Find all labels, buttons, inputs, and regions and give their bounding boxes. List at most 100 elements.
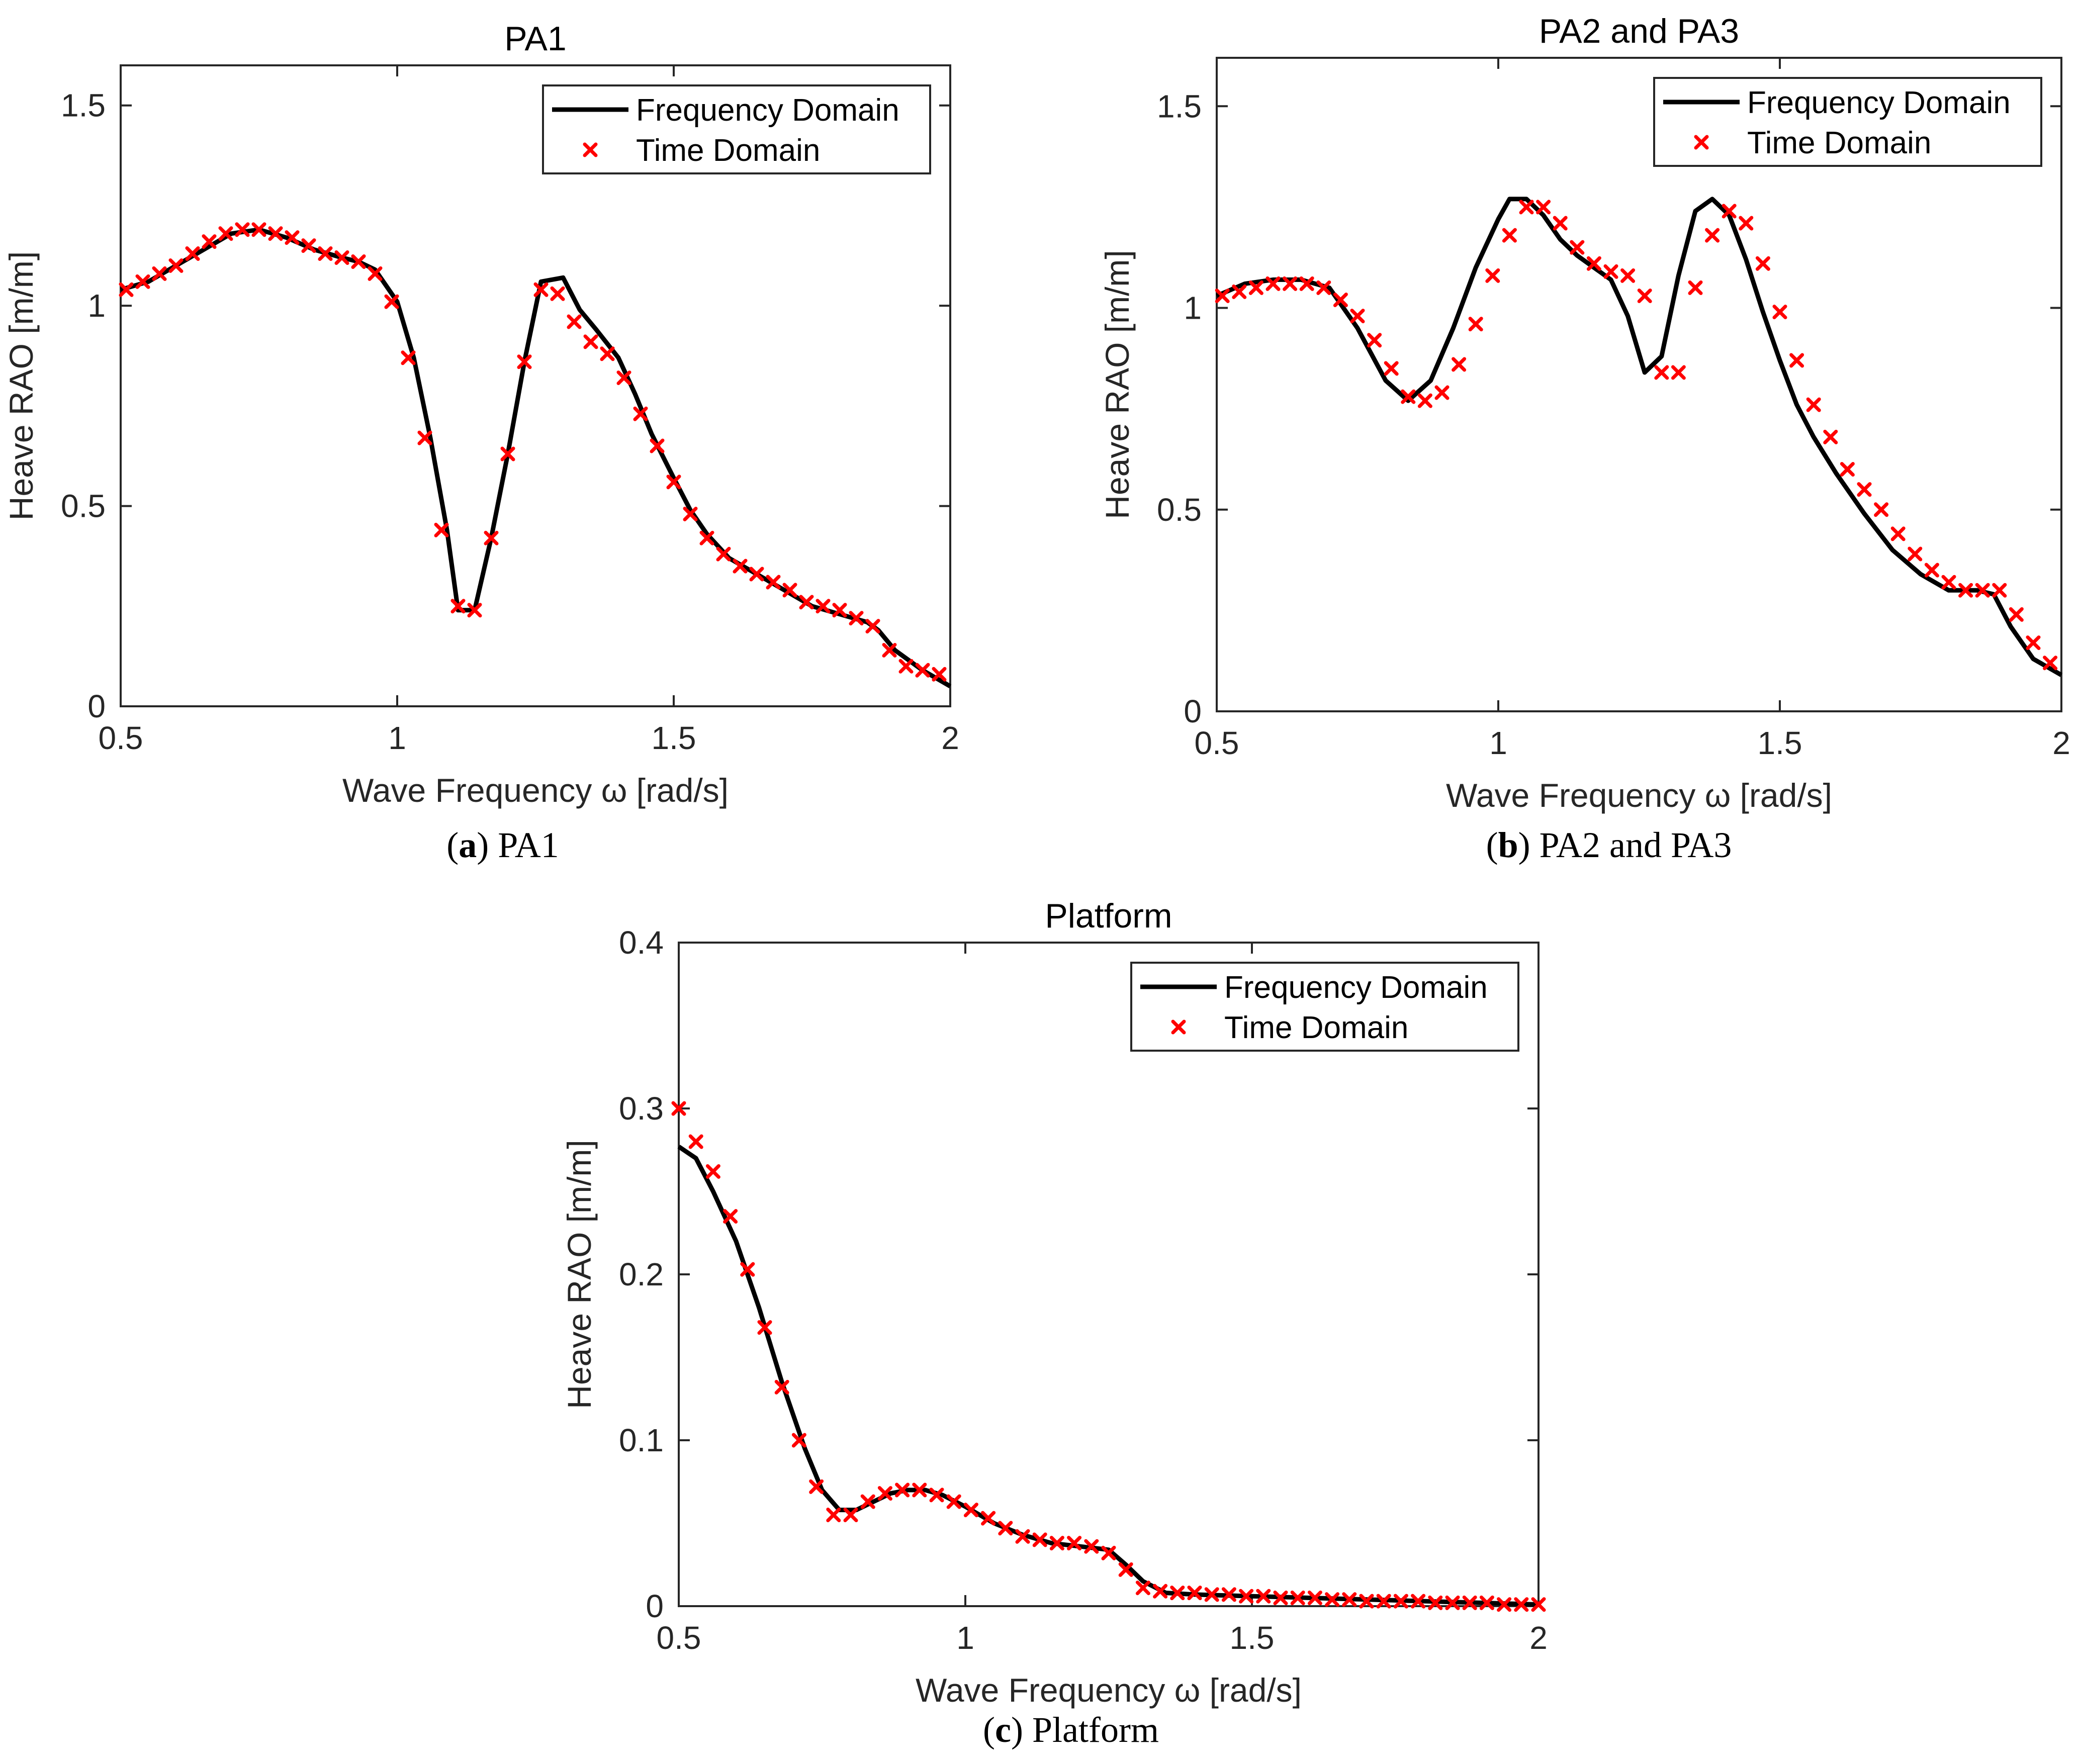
data-point-time-domain	[882, 642, 897, 658]
data-point-time-domain	[1958, 583, 1973, 598]
x-tick-label: 1	[1489, 725, 1507, 761]
data-point-time-domain	[1067, 1536, 1082, 1551]
legend-label: Frequency Domain	[1224, 970, 1488, 1005]
legend-swatch-marker	[1694, 135, 1709, 150]
data-point-time-domain	[1497, 1597, 1512, 1612]
data-point-time-domain	[932, 667, 947, 682]
data-point-time-domain	[1671, 365, 1686, 380]
y-tick-label: 1	[87, 288, 106, 324]
y-tick-label: 1.5	[61, 87, 106, 124]
data-point-time-domain	[1239, 1589, 1254, 1604]
data-point-time-domain	[484, 530, 499, 545]
data-point-time-domain	[1376, 1594, 1391, 1609]
series-line-frequency-domain	[1216, 197, 2063, 677]
data-point-time-domain	[1411, 1594, 1426, 1609]
y-axis-label: Heave RAO [m/m]	[1099, 250, 1136, 519]
y-tick-label: 0.3	[619, 1090, 664, 1127]
data-point-time-domain	[1384, 361, 1399, 376]
chart-svg-platform: 0.5 1 1.5 2 0 0.1 0.2 0.3 0.4 Platform Wave Freque…	[561, 897, 1548, 1709]
data-point-time-domain	[716, 546, 731, 562]
data-point-time-domain	[500, 446, 515, 461]
data-point-time-domain	[912, 1482, 927, 1498]
x-tick-label: 1	[388, 720, 406, 756]
legend-label: Time Domain	[1224, 1010, 1408, 1045]
y-tick-label: 0	[87, 688, 106, 724]
data-point-time-domain	[567, 314, 582, 329]
data-point-time-domain	[1840, 462, 1855, 477]
x-tick-label: 2	[2052, 725, 2070, 761]
data-point-time-domain	[1170, 1586, 1185, 1601]
data-point-time-domain	[533, 282, 549, 297]
y-axis-label: Heave RAO [m/m]	[3, 251, 40, 520]
data-point-time-domain	[1603, 264, 1618, 279]
data-point-time-domain	[600, 346, 615, 361]
data-point-time-domain	[467, 603, 482, 618]
data-point-time-domain	[1445, 1595, 1460, 1610]
data-point-time-domain	[1333, 292, 1348, 307]
data-point-time-domain	[791, 1433, 806, 1448]
x-tick-label: 0.5	[99, 720, 143, 756]
data-point-time-domain	[1485, 268, 1500, 283]
data-point-time-domain	[351, 254, 366, 269]
x-tick-label: 2	[941, 720, 959, 756]
y-tick-label: 0.2	[619, 1256, 664, 1292]
legend: Frequency Domain Time Domain	[542, 84, 931, 174]
data-point-time-domain	[699, 530, 714, 545]
legend-swatch-marker	[583, 142, 598, 157]
chart-panel-pa1: 0.5 1 1.5 2 0 0.5 1 1.5 PA1 Wave Frequency ω [rad…	[0, 0, 1006, 895]
data-point-time-domain	[723, 1209, 738, 1224]
data-point-time-domain	[705, 1164, 720, 1179]
data-point-time-domain	[1739, 216, 1754, 231]
data-point-time-domain	[860, 1494, 875, 1509]
data-point-time-domain	[202, 234, 217, 249]
data-point-time-domain	[865, 619, 880, 634]
data-point-time-domain	[826, 1508, 841, 1522]
data-point-time-domain	[1637, 288, 1652, 303]
data-point-time-domain	[816, 599, 831, 614]
data-point-time-domain	[550, 286, 565, 301]
data-point-time-domain	[1428, 1595, 1443, 1610]
data-point-time-domain	[1101, 1545, 1116, 1560]
caption-b: (b) PA2 and PA3	[1486, 825, 1732, 865]
data-point-time-domain	[1221, 1587, 1236, 1602]
data-point-time-domain	[1789, 353, 1804, 368]
data-point-time-domain	[1204, 1587, 1219, 1602]
data-point-time-domain	[1015, 1529, 1030, 1544]
legend-label: Frequency Domain	[1747, 85, 2011, 120]
data-point-time-domain	[1325, 1592, 1340, 1607]
data-point-time-domain	[1256, 1589, 1271, 1604]
data-point-time-domain	[119, 282, 134, 297]
data-point-time-domain	[1434, 385, 1450, 400]
y-tick-label: 0.4	[619, 924, 664, 961]
chart-title: PA2 and PA3	[1539, 12, 1739, 50]
data-point-time-domain	[1519, 200, 1534, 215]
data-point-time-domain	[757, 1320, 772, 1335]
data-point-time-domain	[898, 659, 914, 674]
data-point-time-domain	[877, 1486, 892, 1501]
data-point-time-domain	[401, 350, 416, 365]
data-point-time-domain	[1401, 389, 1416, 404]
data-point-time-domain	[946, 1494, 961, 1509]
x-axis-label: Wave Frequency ω [rad/s]	[1446, 777, 1832, 814]
data-point-time-domain	[285, 230, 300, 245]
data-point-time-domain	[1032, 1532, 1047, 1547]
data-point-time-domain	[1359, 1594, 1374, 1609]
x-tick-label: 1.5	[652, 720, 696, 756]
data-point-time-domain	[1462, 1595, 1477, 1610]
data-point-time-domain	[1479, 1595, 1494, 1610]
data-point-time-domain	[1553, 216, 1568, 231]
data-point-time-domain	[809, 1479, 824, 1494]
x-axis-label: Wave Frequency ω [rad/s]	[342, 772, 729, 809]
data-point-time-domain	[1215, 288, 1230, 303]
data-point-time-domain	[1299, 276, 1314, 291]
data-point-time-domain	[1586, 256, 1601, 271]
data-point-time-domain	[782, 583, 797, 598]
data-point-time-domain	[849, 611, 864, 626]
legend: Frequency Domain Time Domain	[1653, 77, 2042, 167]
data-point-time-domain	[1688, 280, 1703, 295]
chart-panel-platform: 0.5 1 1.5 2 0 0.1 0.2 0.3 0.4 Platform Wave Freque…	[533, 875, 1589, 1749]
data-point-time-domain	[135, 274, 150, 289]
chart-title: PA1	[504, 20, 566, 58]
